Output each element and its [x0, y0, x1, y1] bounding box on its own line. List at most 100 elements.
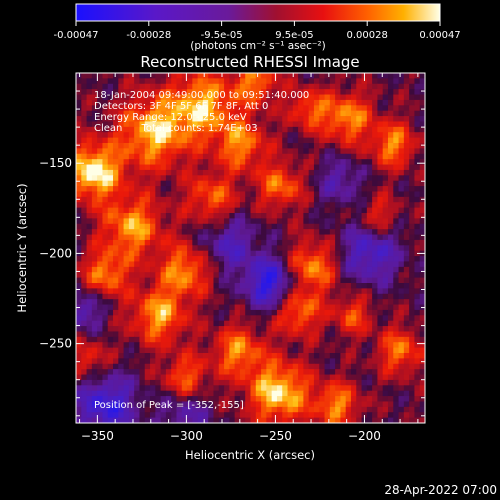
heatmap-cell	[245, 385, 251, 392]
heatmap-cell	[150, 159, 156, 166]
heatmap-cell	[403, 293, 410, 300]
heatmap-cell	[398, 223, 405, 230]
heatmap-cell	[113, 239, 119, 246]
heatmap-cell	[171, 83, 177, 90]
heatmap-cell	[139, 358, 146, 365]
heatmap-cell	[292, 331, 299, 338]
heatmap-cell	[155, 336, 162, 343]
heatmap-cell	[393, 412, 400, 419]
heatmap-cell	[192, 207, 199, 214]
heatmap-cell	[350, 342, 357, 349]
heatmap-cell	[313, 148, 320, 155]
heatmap-cell	[398, 234, 405, 241]
heatmap-cell	[107, 148, 114, 155]
heatmap-cell	[160, 234, 167, 241]
heatmap-cell	[181, 320, 188, 327]
heatmap-cell	[414, 315, 421, 322]
heatmap-cell	[340, 299, 347, 306]
heatmap-cell	[165, 261, 172, 268]
heatmap-cell	[308, 110, 315, 117]
heatmap-cell	[187, 153, 193, 160]
heatmap-cell	[160, 121, 167, 128]
heatmap-cell	[350, 126, 357, 133]
heatmap-cell	[340, 234, 347, 241]
heatmap-cell	[282, 234, 289, 241]
heatmap-cell	[271, 396, 278, 402]
heatmap-cell	[192, 164, 199, 171]
heatmap-cell	[345, 320, 352, 327]
heatmap-cell	[128, 277, 135, 284]
heatmap-cell	[91, 202, 98, 209]
heatmap-cell	[271, 293, 278, 300]
heatmap-cell	[308, 148, 315, 155]
heatmap-cell	[76, 245, 82, 252]
heatmap-cell	[398, 406, 405, 413]
heatmap-cell	[340, 304, 347, 311]
heatmap-cell	[282, 379, 289, 386]
heatmap-cell	[107, 245, 114, 252]
heatmap-cell	[192, 272, 199, 279]
heatmap-cell	[403, 132, 410, 139]
heatmap-cell	[377, 374, 384, 381]
heatmap-cell	[245, 137, 251, 144]
heatmap-cell	[361, 277, 368, 284]
heatmap-cell	[419, 153, 425, 160]
heatmap-cells	[76, 73, 425, 423]
heatmap-cell	[144, 272, 151, 279]
heatmap-cell	[319, 396, 326, 402]
heatmap-cell	[356, 196, 363, 203]
heatmap-cell	[155, 304, 162, 311]
heatmap-cell	[366, 234, 373, 241]
heatmap-cell	[287, 379, 294, 386]
heatmap-cell	[361, 272, 368, 279]
heatmap-cell	[218, 358, 225, 365]
colorbar-tick-label: -0.00047	[54, 30, 99, 41]
heatmap-cell	[414, 266, 421, 273]
heatmap-cell	[86, 336, 93, 343]
heatmap-cell	[345, 293, 352, 300]
heatmap-cell	[350, 132, 357, 139]
heatmap-cell	[134, 239, 140, 246]
heatmap-cell	[234, 353, 241, 359]
heatmap-cell	[387, 406, 394, 413]
heatmap-cell	[266, 143, 273, 149]
heatmap-cell	[319, 116, 326, 122]
heatmap-cell	[350, 78, 357, 85]
heatmap-cell	[292, 326, 299, 332]
heatmap-cell	[229, 261, 236, 268]
heatmap-cell	[139, 363, 146, 370]
heatmap-cell	[197, 369, 204, 376]
heatmap-cell	[261, 315, 267, 322]
heatmap-cell	[213, 379, 220, 386]
heatmap-cell	[155, 293, 162, 300]
heatmap-cell	[292, 164, 299, 171]
heatmap-cell	[398, 299, 405, 306]
heatmap-cell	[134, 213, 140, 219]
heatmap-cell	[276, 401, 283, 408]
heatmap-cell	[350, 196, 357, 203]
heatmap-cell	[324, 94, 331, 101]
heatmap-cell	[409, 110, 415, 117]
colorbar-tick-label: 9.5e-05	[275, 30, 313, 41]
heatmap-cell	[335, 213, 341, 219]
heatmap-cell	[224, 239, 230, 246]
heatmap-cell	[308, 336, 315, 343]
heatmap-cell	[224, 299, 230, 306]
heatmap-cell	[192, 218, 199, 225]
heatmap-cell	[340, 412, 347, 419]
heatmap-cell	[366, 143, 373, 149]
heatmap-cell	[398, 250, 405, 257]
heatmap-cell	[197, 105, 204, 112]
heatmap-cell	[350, 412, 357, 419]
heatmap-cell	[102, 245, 109, 252]
heatmap-cell	[319, 379, 326, 386]
heatmap-cell	[202, 256, 209, 262]
heatmap-cell	[372, 89, 378, 96]
heatmap-cell	[181, 116, 188, 122]
heatmap-cell	[239, 78, 246, 85]
heatmap-cell	[403, 94, 410, 101]
heatmap-cell	[165, 379, 172, 386]
heatmap-cell	[97, 250, 103, 257]
heatmap-cell	[345, 304, 352, 311]
heatmap-cell	[91, 390, 98, 397]
